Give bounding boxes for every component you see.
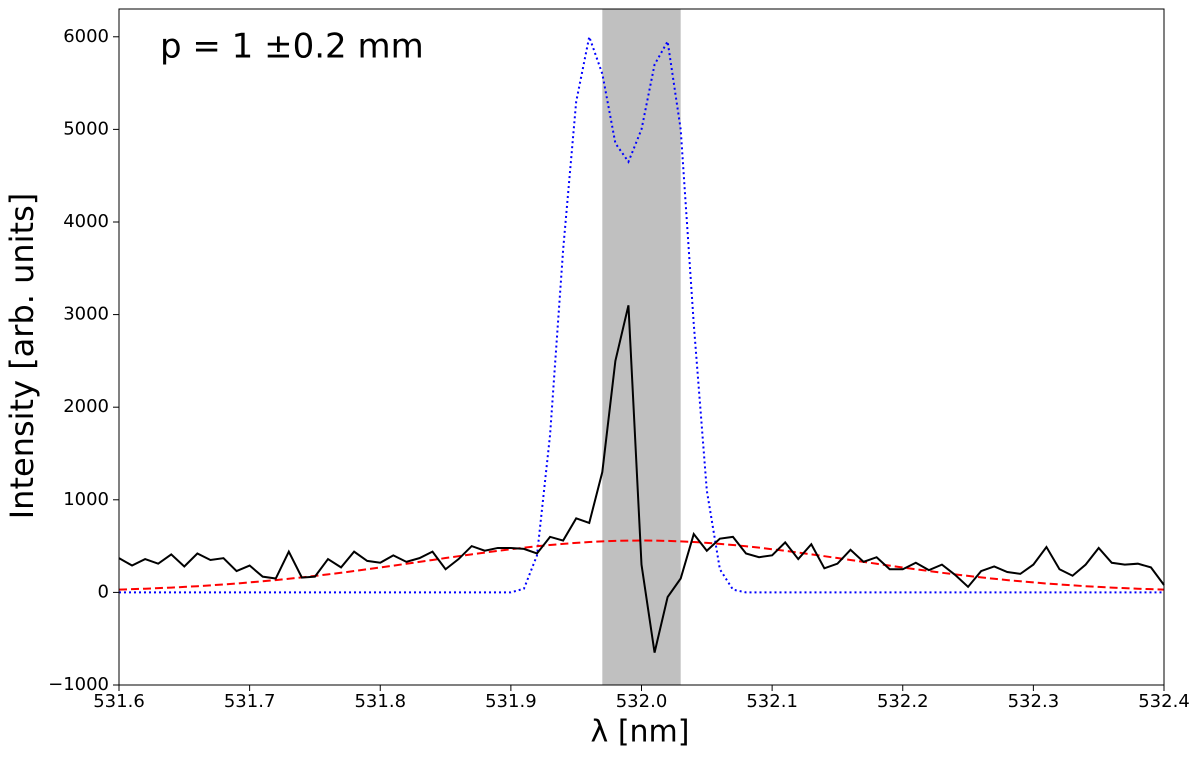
x-tick-label: 531.6 <box>93 691 145 712</box>
x-tick-label: 531.9 <box>485 691 537 712</box>
data-line <box>118 305 1165 653</box>
y-tick-label: −1000 <box>48 674 109 695</box>
y-tick-label: 0 <box>98 581 109 602</box>
x-tick-label: 532.1 <box>746 691 798 712</box>
x-tick-label: 532.2 <box>877 691 929 712</box>
y-tick-label: 3000 <box>63 304 109 325</box>
annotation: p = 1 ±0.2 mm <box>160 27 424 67</box>
y-tick-label: 4000 <box>63 211 109 232</box>
data-line <box>119 33 1164 594</box>
y-tick-label: 5000 <box>63 118 109 139</box>
x-tick-label: 531.8 <box>354 691 406 712</box>
x-axis-label: λ [nm] <box>591 715 690 750</box>
y-tick-label: 1000 <box>63 489 109 510</box>
y-tick-label: 6000 <box>63 26 109 47</box>
data-line <box>118 539 1165 591</box>
shaded-band <box>602 9 681 685</box>
x-tick-label: 532.3 <box>1008 691 1060 712</box>
x-tick-label: 531.7 <box>224 691 276 712</box>
x-tick-label: 532.0 <box>616 691 668 712</box>
y-tick-label: 2000 <box>63 396 109 417</box>
y-axis-label: Intensity [arb. units] <box>3 193 41 520</box>
x-tick-label: 532.4 <box>1138 691 1190 712</box>
